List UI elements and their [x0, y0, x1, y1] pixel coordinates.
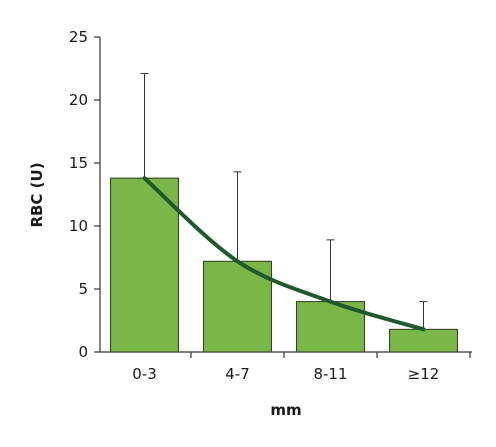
y-tick-label: 5	[78, 280, 88, 298]
bars-group	[110, 177, 458, 353]
error-bars-group	[140, 73, 428, 330]
x-tick-label: 0-3	[132, 365, 157, 383]
y-tick-label: 15	[69, 154, 88, 172]
x-tick-label: 8-11	[313, 365, 347, 383]
x-tick-label: ≥12	[408, 365, 440, 383]
y-tick-label: 20	[69, 91, 88, 109]
x-tick-label: 4-7	[225, 365, 250, 383]
trend-line	[142, 176, 426, 332]
x-axis-title: mm	[270, 401, 301, 419]
y-axis-title: RBC (U)	[28, 162, 46, 227]
y-tick-label: 25	[69, 28, 88, 46]
y-axis-ticks: 0 5 10 15 20 25	[69, 28, 100, 361]
bar-≥12	[389, 328, 458, 353]
y-tick-label: 0	[78, 343, 88, 361]
x-axis-ticks: 0-3 4-7 8-11 ≥12	[132, 352, 471, 383]
bar-0-3	[110, 177, 179, 353]
y-tick-label: 10	[69, 217, 88, 235]
